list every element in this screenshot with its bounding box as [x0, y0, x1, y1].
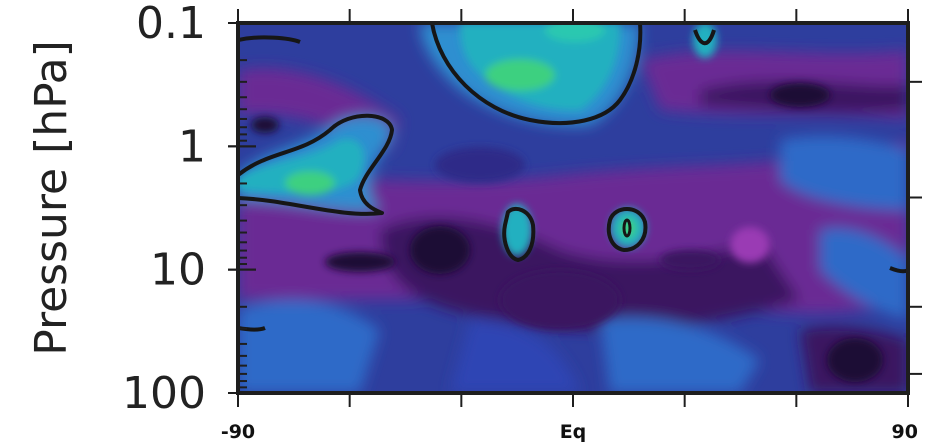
x-tick-label: 90: [892, 421, 918, 443]
y-tick-labels: 0.1 1 10 100: [122, 0, 206, 419]
x-tick-label: Eq: [560, 421, 587, 443]
contour-field: [238, 23, 908, 393]
y-tick-label: 1: [178, 121, 206, 172]
y-tick-label: 0.1: [136, 0, 206, 49]
y-tick-label: 10: [150, 245, 206, 296]
x-tick-labels: -90 Eq 90: [221, 421, 918, 443]
y-tick-label: 100: [122, 368, 206, 419]
axis-ticks: [228, 9, 922, 407]
y-axis-title: Pressure [hPa]: [26, 40, 77, 356]
x-tick-label: -90: [221, 421, 255, 443]
